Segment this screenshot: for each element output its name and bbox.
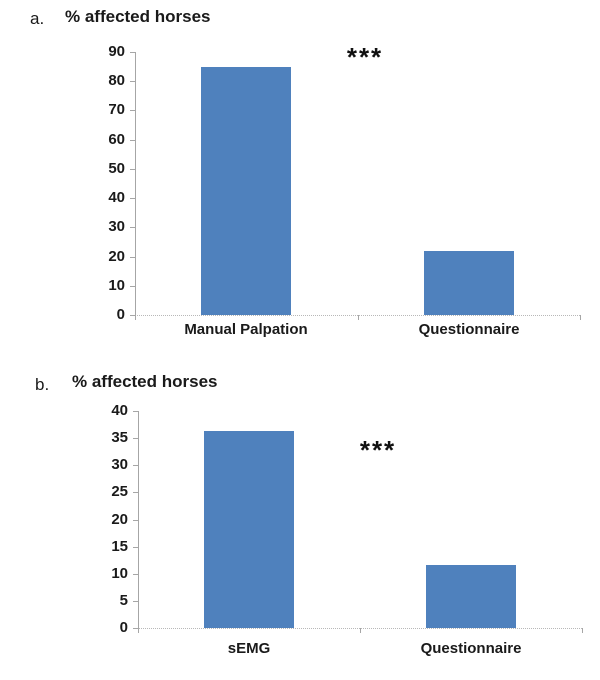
x-category-label-semg: sEMG [227, 640, 271, 657]
x-tick-mark [135, 315, 136, 320]
y-tick-mark [130, 227, 135, 228]
panel-label-b: b. [35, 375, 50, 394]
y-tick-label: 0 [119, 619, 128, 636]
y-axis [138, 411, 139, 628]
chart-title-a: % affected horses [65, 7, 211, 26]
y-tick-label: 5 [119, 592, 128, 609]
y-tick-label: 30 [108, 218, 125, 235]
y-tick-mark [130, 110, 135, 111]
y-tick-label: 90 [108, 43, 125, 60]
y-tick-mark [133, 547, 138, 548]
bar-semg [204, 431, 294, 628]
x-category-label-questionnaire: Questionnaire [418, 321, 520, 338]
y-tick-label: 30 [111, 456, 128, 473]
significance-annotation: *** [359, 435, 397, 465]
y-tick-mark [133, 438, 138, 439]
y-tick-mark [130, 286, 135, 287]
y-tick-mark [133, 492, 138, 493]
plot-area-b: 0 5 10 15 20 25 30 35 40 sEMG Questionnaire *** [0, 363, 600, 680]
y-tick-label: 10 [111, 565, 128, 582]
plot-area-a: 0 10 20 30 40 50 60 70 80 90 Manual Palpation Quest… [108, 42, 581, 338]
y-tick-label: 25 [111, 483, 128, 500]
significance-annotation: *** [346, 42, 384, 72]
y-tick-label: 20 [108, 248, 125, 265]
x-tick-mark [358, 315, 359, 320]
bar-questionnaire [426, 565, 516, 628]
x-tick-mark [360, 628, 361, 633]
x-tick-mark [580, 315, 581, 320]
y-tick-label: 80 [108, 72, 125, 89]
y-tick-mark [130, 52, 135, 53]
y-tick-mark [130, 81, 135, 82]
y-tick-mark [130, 198, 135, 199]
y-tick-mark [133, 411, 138, 412]
y-tick-label: 40 [108, 189, 125, 206]
y-tick-mark [130, 169, 135, 170]
y-tick-mark [133, 520, 138, 521]
y-tick-label: 20 [111, 511, 128, 528]
chart-title-b: % affected horses [72, 372, 218, 391]
y-tick-mark [130, 140, 135, 141]
panel-label-a: a. [30, 9, 45, 28]
y-tick-label: 70 [108, 101, 125, 118]
y-tick-mark [130, 315, 135, 316]
y-tick-label: 50 [108, 160, 125, 177]
x-axis [135, 315, 580, 316]
y-tick-mark [133, 574, 138, 575]
y-tick-label: 10 [108, 277, 125, 294]
chart-panel-a: a. % affected horses 0 10 20 30 40 50 60 70 80 90… [30, 7, 581, 338]
y-tick-label: 15 [111, 538, 128, 555]
x-category-label-manual-palpation: Manual Palpation [184, 321, 308, 338]
y-tick-mark [133, 628, 138, 629]
y-tick-label: 0 [116, 306, 125, 323]
x-category-label-questionnaire: Questionnaire [420, 640, 522, 657]
y-tick-mark [133, 601, 138, 602]
y-tick-mark [130, 257, 135, 258]
bar-manual-palpation [201, 67, 291, 315]
y-tick-label: 35 [111, 429, 128, 446]
x-tick-mark [582, 628, 583, 633]
chart-panel-b: b. % affected horses 0 5 10 15 20 25 30 35 40 sEM… [0, 363, 600, 680]
y-tick-mark [133, 465, 138, 466]
bar-questionnaire [424, 251, 514, 315]
y-tick-label: 40 [111, 402, 128, 419]
y-tick-label: 60 [108, 131, 125, 148]
y-axis [135, 52, 136, 315]
x-tick-mark [138, 628, 139, 633]
